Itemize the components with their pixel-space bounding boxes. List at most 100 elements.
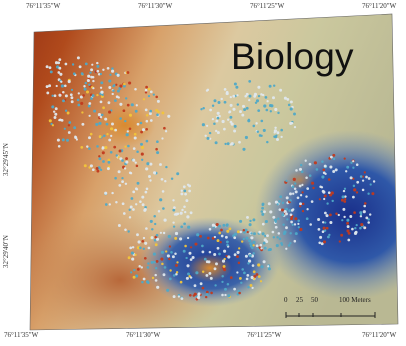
sample-point xyxy=(259,243,263,247)
sample-point xyxy=(142,98,146,101)
sample-point xyxy=(179,280,183,284)
sample-point xyxy=(145,119,149,123)
sample-point xyxy=(363,204,367,208)
sample-point xyxy=(259,280,263,283)
sample-point xyxy=(84,81,88,85)
sample-point xyxy=(150,260,154,264)
sample-point xyxy=(57,144,61,148)
sample-point xyxy=(115,83,118,86)
sample-point xyxy=(253,274,257,278)
sample-point xyxy=(111,191,114,195)
sample-point xyxy=(93,109,97,113)
sample-point xyxy=(285,247,288,250)
sample-point xyxy=(144,108,148,112)
sample-point xyxy=(135,104,138,107)
sample-point xyxy=(46,91,50,95)
sample-point xyxy=(76,98,80,102)
sample-point xyxy=(184,210,187,214)
sample-point xyxy=(264,219,268,224)
sample-point xyxy=(83,85,86,88)
sample-point xyxy=(111,92,114,96)
sample-point xyxy=(186,236,190,240)
sample-point xyxy=(55,84,58,88)
sample-point xyxy=(240,281,243,285)
sample-point xyxy=(147,262,150,265)
sample-point xyxy=(332,170,336,173)
sample-point xyxy=(88,136,91,140)
sample-point xyxy=(125,160,129,164)
sample-point xyxy=(177,295,181,298)
sample-point xyxy=(305,176,308,179)
sample-point xyxy=(194,242,198,246)
sample-point xyxy=(107,101,111,105)
sample-point xyxy=(160,250,165,254)
sample-point xyxy=(271,230,275,234)
sample-point xyxy=(101,93,104,96)
sample-point xyxy=(111,69,115,73)
sample-point xyxy=(281,201,285,205)
sample-point xyxy=(172,199,175,202)
sample-point xyxy=(299,227,303,232)
sample-point xyxy=(299,202,302,206)
sample-point xyxy=(249,242,253,246)
sample-point xyxy=(151,228,154,231)
sample-point xyxy=(216,111,220,115)
sample-point xyxy=(354,226,357,230)
sample-point xyxy=(126,130,129,133)
sample-point xyxy=(272,236,276,239)
sample-point xyxy=(87,74,91,78)
sample-point xyxy=(266,234,269,238)
sample-point xyxy=(321,160,324,163)
sample-point xyxy=(114,128,118,132)
sample-point xyxy=(182,185,186,189)
sample-point xyxy=(60,84,64,88)
sample-point xyxy=(272,215,276,219)
sample-point xyxy=(226,243,229,247)
sample-point xyxy=(308,162,312,166)
sample-point xyxy=(201,123,205,127)
sample-point xyxy=(296,196,300,200)
sample-point xyxy=(205,290,209,294)
sample-point xyxy=(343,157,346,160)
sample-point xyxy=(219,241,222,244)
sample-point xyxy=(156,99,160,103)
sample-point xyxy=(176,261,179,264)
sample-point xyxy=(101,146,105,149)
sample-point xyxy=(136,150,139,153)
sample-point xyxy=(115,200,118,204)
sample-point xyxy=(229,115,233,119)
sample-point xyxy=(110,127,114,131)
sample-point xyxy=(352,160,355,163)
sample-point xyxy=(98,135,102,139)
sample-point xyxy=(92,79,95,83)
sample-point xyxy=(175,272,178,276)
sample-point xyxy=(318,241,321,245)
sample-point xyxy=(106,133,109,136)
sample-point xyxy=(245,277,249,281)
sample-point xyxy=(59,72,63,76)
sample-point xyxy=(247,286,250,289)
scale-tick-100: 100 Meters xyxy=(339,296,371,304)
sample-point xyxy=(82,94,85,97)
sample-point xyxy=(98,121,102,125)
sample-point xyxy=(54,112,58,116)
sample-point xyxy=(157,110,160,114)
sample-point xyxy=(292,192,295,195)
sample-point xyxy=(183,222,186,226)
sample-point xyxy=(363,226,367,230)
sample-point xyxy=(213,252,217,257)
sample-point xyxy=(241,268,244,271)
sample-point xyxy=(295,169,298,172)
sample-point xyxy=(216,246,220,250)
sample-point xyxy=(81,73,84,76)
sample-point xyxy=(149,119,153,122)
sample-point xyxy=(161,262,164,266)
sample-point xyxy=(64,109,68,112)
sample-point xyxy=(226,240,229,244)
sample-point xyxy=(355,191,359,194)
sample-point xyxy=(261,202,265,206)
sample-point xyxy=(88,147,91,150)
sample-point xyxy=(243,271,246,275)
longitude-tick-top-4: 76°11'20"W xyxy=(362,2,397,10)
